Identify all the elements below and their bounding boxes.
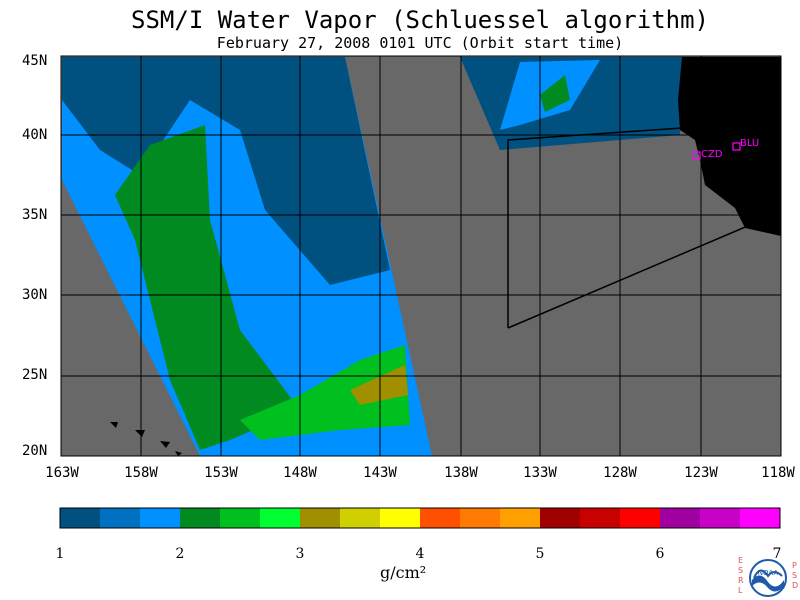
colorbar-swatch-3	[140, 508, 181, 528]
lon-label-138w: 138W	[444, 465, 478, 481]
colorbar-swatch-10	[420, 508, 461, 528]
colorbar-frame	[59, 507, 781, 529]
colorbar-swatch-9	[380, 508, 421, 528]
noaa-emblem-text: NOAA	[758, 569, 779, 577]
colorbar-tick-6: 6	[656, 546, 665, 562]
lat-lon-grid	[61, 56, 781, 456]
lat-label-20n: 20N	[22, 443, 47, 459]
colorbar-units: g/cm²	[380, 563, 427, 582]
colorbar-swatch-12	[500, 508, 541, 528]
lon-label-133w: 133W	[523, 465, 557, 481]
lon-label-118w: 118W	[761, 465, 795, 481]
colorbar-swatch-16	[660, 508, 701, 528]
map-frame	[60, 55, 782, 457]
colorbar-tick-5: 5	[536, 546, 545, 562]
colorbar-tick-4: 4	[416, 546, 425, 562]
island-4	[175, 451, 182, 456]
map-subtitle: February 27, 2008 0101 UTC (Orbit start …	[216, 34, 624, 52]
noaa-esrl-psd-logo: E S R L NOAA P S D	[732, 548, 800, 600]
colorbar-swatch-14	[580, 508, 621, 528]
colorbar-swatch-15	[620, 508, 661, 528]
station-blu: BLU	[732, 138, 759, 151]
station-czd: CZD	[692, 149, 723, 160]
logo-letter-s: S	[738, 566, 744, 575]
swath-west-dry	[62, 57, 390, 285]
colorbar-swatch-2	[100, 508, 141, 528]
colorbar-tick-7: 7	[773, 546, 782, 562]
colorbar-swatch-5	[220, 508, 261, 528]
colorbar-swatch-6	[260, 508, 301, 528]
flight-track-south	[507, 224, 751, 329]
colorbar-swatch-8	[340, 508, 381, 528]
lon-label-163w: 163W	[45, 465, 79, 481]
land-mass	[678, 57, 781, 236]
colorbar-tick-1: 1	[56, 546, 65, 562]
swath-south-moist	[240, 345, 410, 440]
lat-label-30n: 30N	[22, 287, 47, 303]
logo-letter-p: P	[792, 561, 797, 570]
logo-letter-d: D	[792, 581, 799, 590]
colorbar-swatch-17	[700, 508, 741, 528]
lat-label-25n: 25N	[22, 367, 47, 383]
lon-label-148w: 148W	[283, 465, 317, 481]
logo-letter-r: R	[738, 576, 744, 585]
lat-label-40n: 40N	[22, 127, 47, 143]
swath-west-moist	[115, 125, 300, 450]
logo-letter-l: L	[738, 586, 743, 595]
station-label-blu: BLU	[740, 138, 759, 149]
colorbar-swatch-13	[540, 508, 581, 528]
swath-south-peak	[350, 365, 408, 405]
colorbar-swatch-7	[300, 508, 341, 528]
colorbar-swatch-1	[60, 508, 101, 528]
island-2	[135, 430, 145, 437]
colorbar-swatch-4	[180, 508, 221, 528]
map-title: SSM/I Water Vapor (Schluessel algorithm)	[131, 6, 709, 34]
lat-label-45n: 45N	[22, 53, 47, 69]
lon-label-123w: 123W	[684, 465, 718, 481]
island-1	[110, 422, 118, 428]
lon-label-158w: 158W	[124, 465, 158, 481]
flight-track-north	[507, 127, 683, 328]
logo-letter-s2: S	[792, 571, 798, 580]
colorbar-tick-2: 2	[176, 546, 185, 562]
colorbar-tick-3: 3	[296, 546, 305, 562]
colorbar	[60, 508, 781, 528]
noaa-emblem-icon: NOAA	[749, 559, 787, 597]
swath-east-peak	[540, 75, 570, 112]
colorbar-swatch-18	[740, 508, 781, 528]
logo-letter-e: E	[738, 556, 744, 565]
colorbar-swatch-11	[460, 508, 501, 528]
island-3	[160, 441, 170, 448]
lon-label-128w: 128W	[603, 465, 637, 481]
station-label-czd: CZD	[701, 149, 723, 160]
lon-label-153w: 153W	[204, 465, 238, 481]
lon-label-143w: 143W	[363, 465, 397, 481]
colorbar-ticks: 1 2 3 4 5 6 7	[56, 546, 782, 562]
lat-label-35n: 35N	[22, 207, 47, 223]
